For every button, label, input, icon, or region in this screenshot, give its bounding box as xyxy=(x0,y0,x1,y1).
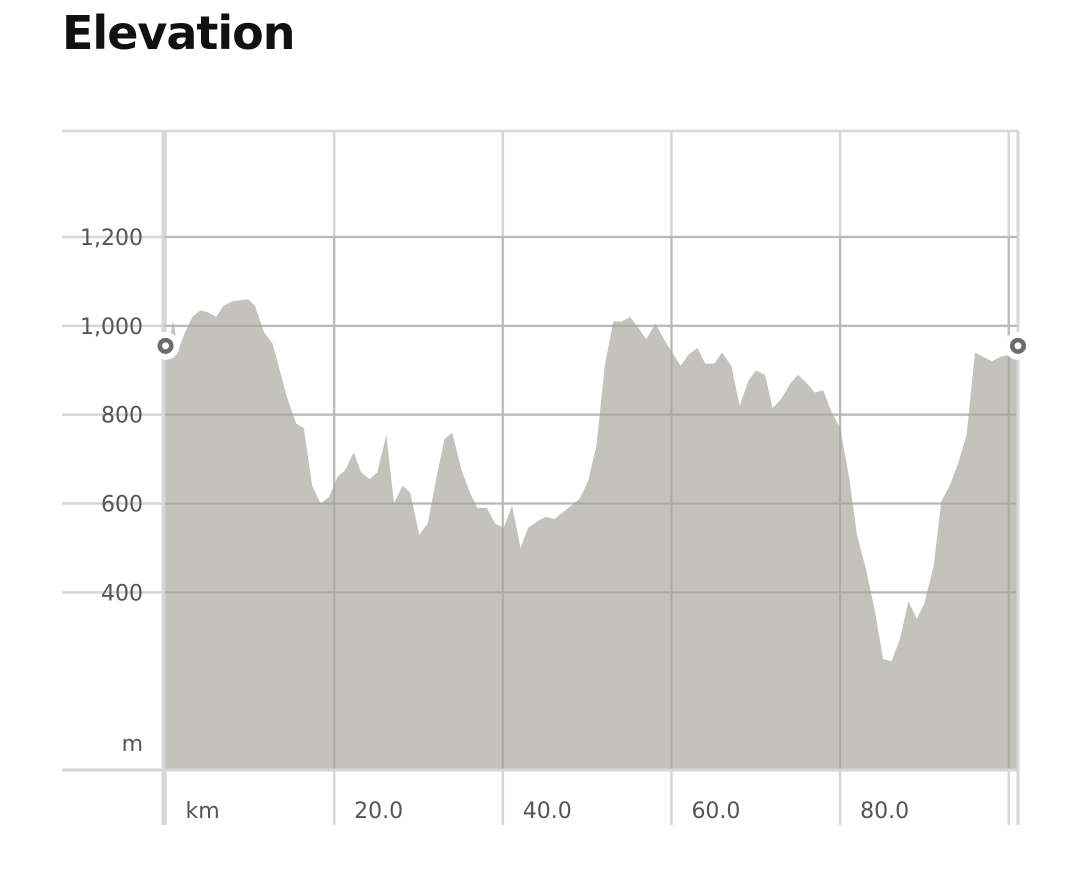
y-tick-label: 1,000 xyxy=(80,315,143,340)
y-tick-label: 800 xyxy=(101,404,143,429)
y-axis-unit-label: m xyxy=(122,732,143,757)
end-marker-center xyxy=(1014,342,1022,350)
y-tick-label: 400 xyxy=(101,581,143,606)
area-grid-overlay xyxy=(163,236,1018,770)
x-tick-label: 60.0 xyxy=(691,799,740,824)
x-tick-label: 40.0 xyxy=(523,799,572,824)
y-tick-label: 600 xyxy=(101,493,143,518)
x-tick-label: 80.0 xyxy=(860,799,909,824)
area-layer xyxy=(163,236,1018,770)
frame-layer xyxy=(62,131,1020,825)
x-axis-unit-label: km xyxy=(186,799,220,824)
y-tick-label: 1,200 xyxy=(80,226,143,251)
marker-layer xyxy=(151,331,1032,360)
label-layer: 1,200 1,000 800 600 400 m km 20.0 40.0 60.0 80.0 xyxy=(80,226,909,824)
chart-title: Elevation xyxy=(62,6,296,60)
elevation-area xyxy=(165,299,1018,770)
start-marker-center xyxy=(162,342,170,350)
x-tick-label: 20.0 xyxy=(354,799,403,824)
